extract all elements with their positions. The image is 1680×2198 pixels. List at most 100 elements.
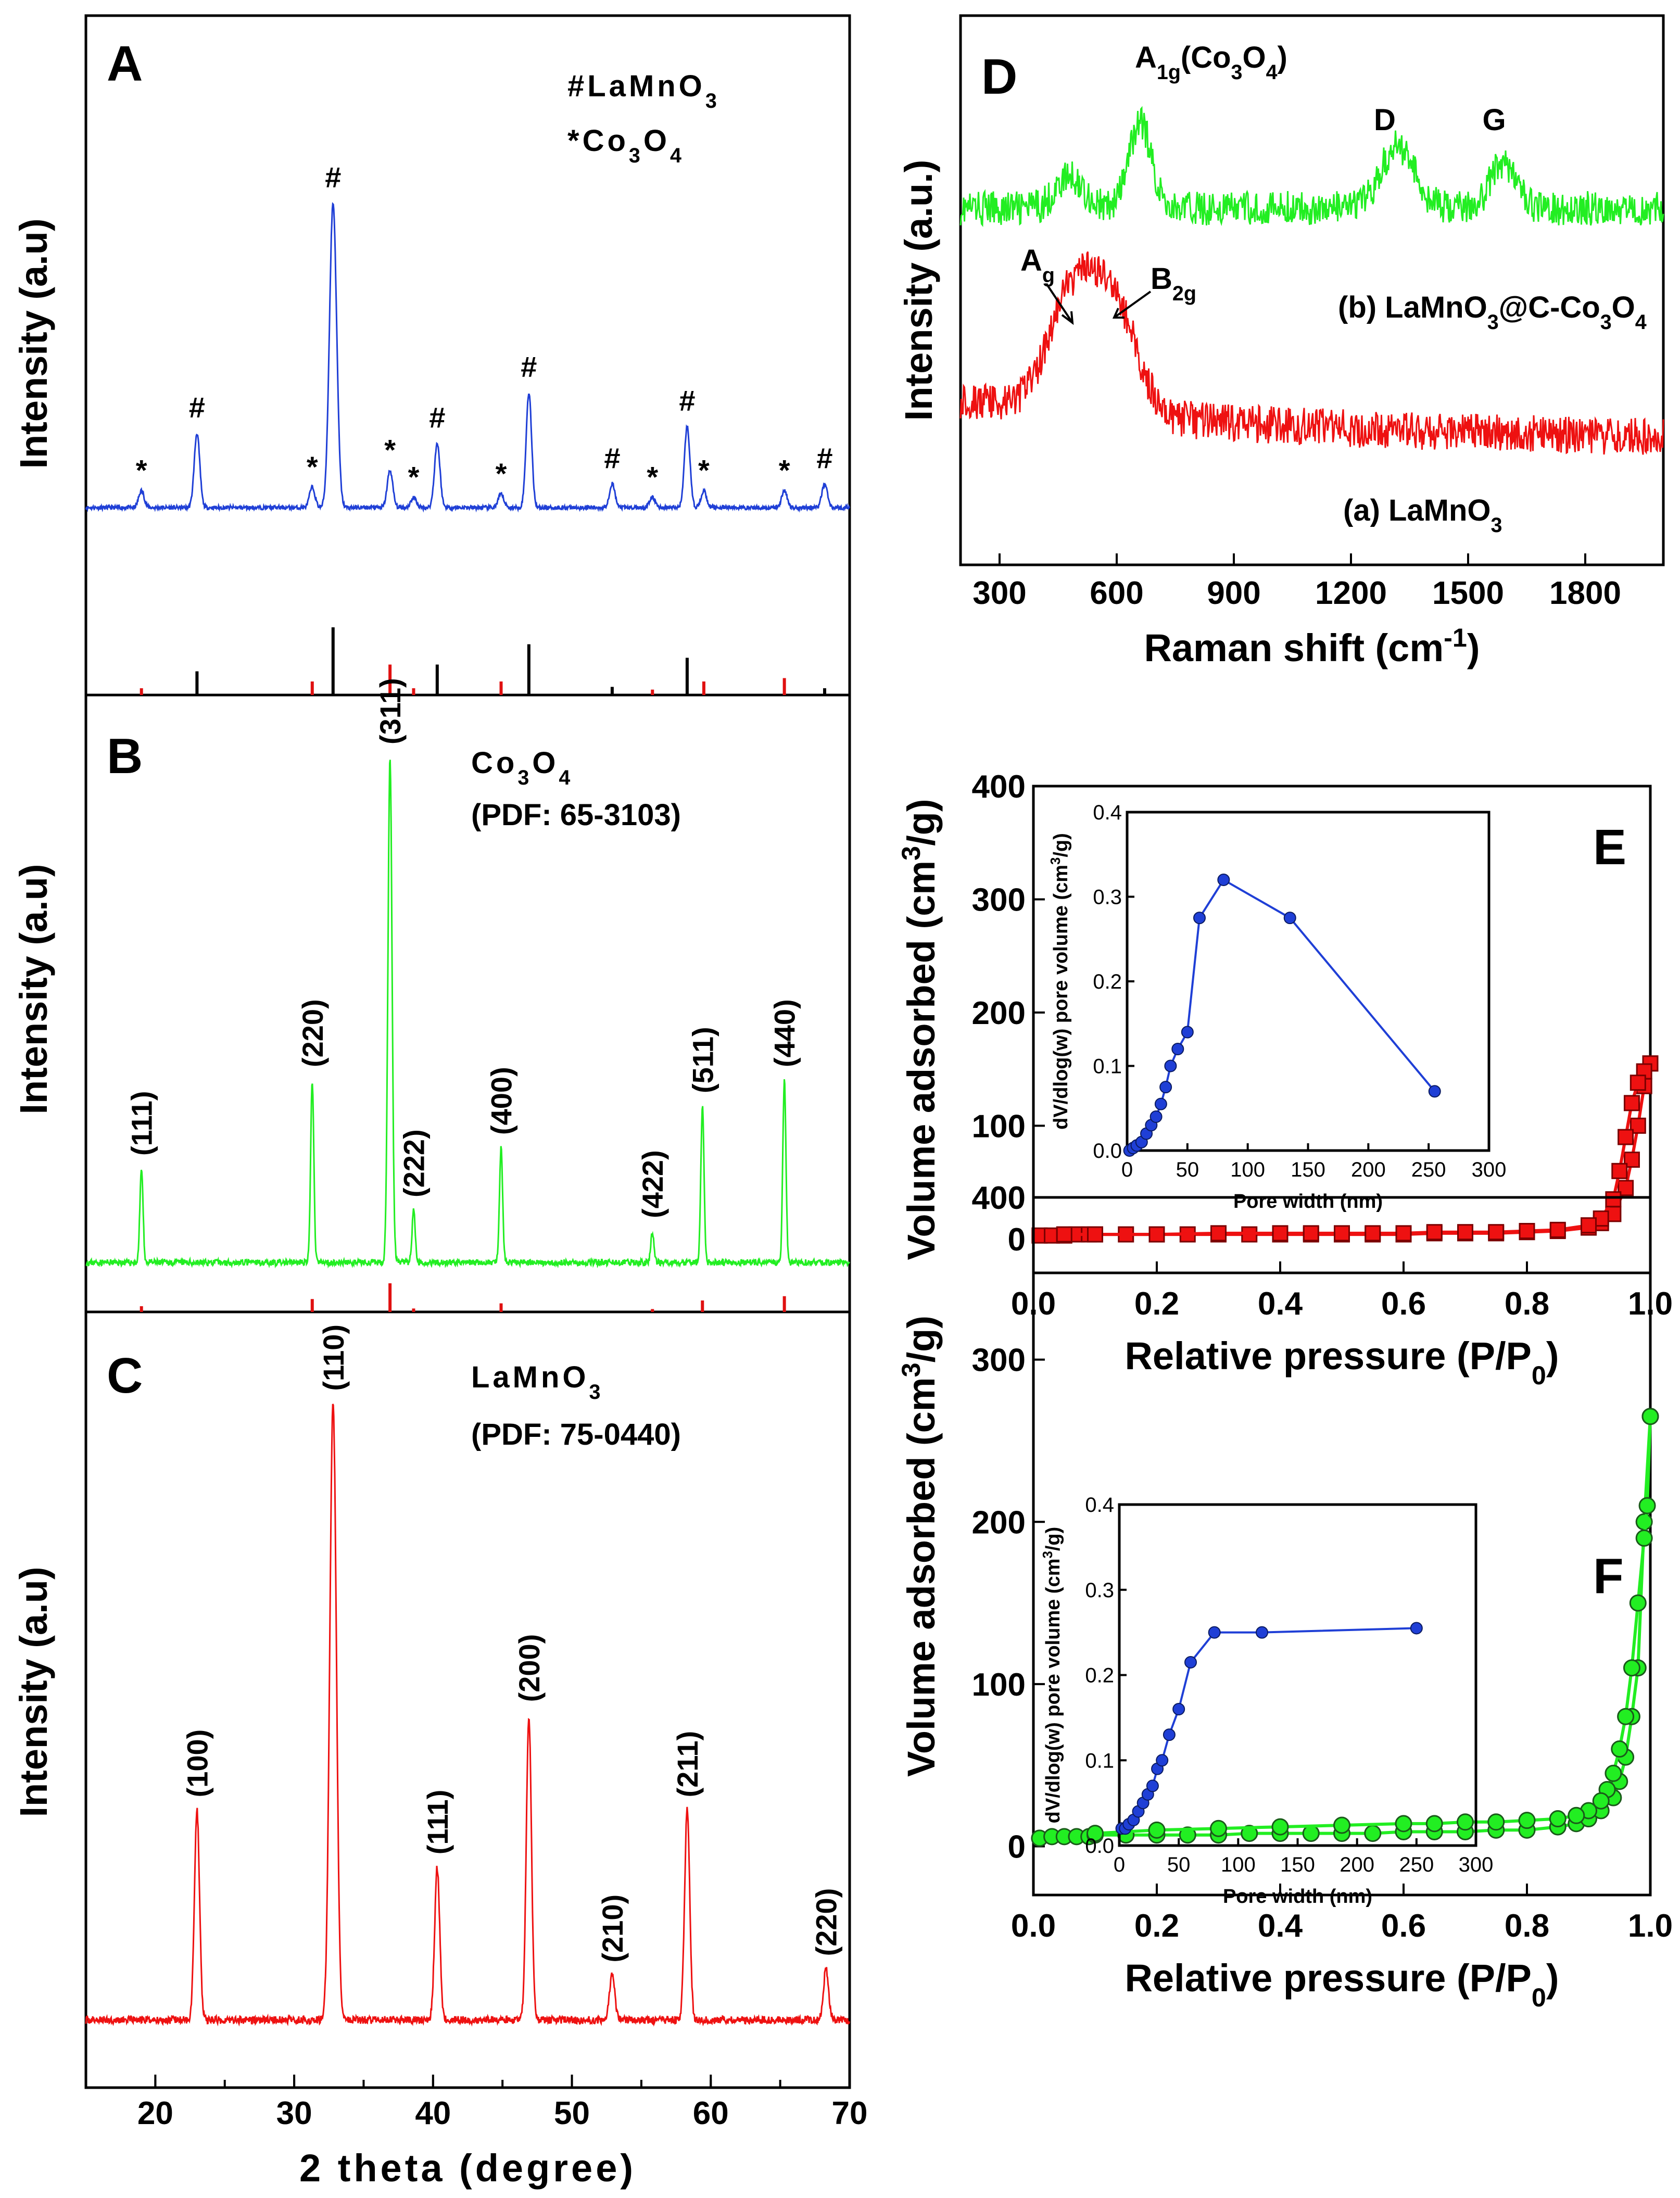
- panel-F-inset-ytick-label: 0.3: [1085, 1579, 1114, 1602]
- panel-F-inset-ytick-label: 0.1: [1085, 1749, 1114, 1772]
- panel-F-adsorption-point: [1364, 1825, 1382, 1842]
- panel-F-xtick-label: 0.6: [1381, 1908, 1426, 1944]
- panel-E-desorption-point: [1210, 1225, 1227, 1242]
- panel-B-peak-label: (311): [374, 678, 407, 744]
- panel-F-inset-xtick-label: 300: [1459, 1853, 1494, 1876]
- panel-C-peak-label: (100): [181, 1729, 213, 1798]
- panel-D-xtick-label: 600: [1090, 575, 1143, 611]
- panel-F-ylabel-part: Volume adsorbed (cm: [900, 1377, 943, 1777]
- panel-E-ylabel-part: 3: [896, 846, 926, 861]
- panel-A-legend-co3o4-part: *Co: [567, 124, 629, 158]
- panel-D-xlabel: Raman shift (cm-1): [1144, 623, 1480, 670]
- panel-E-desorption-point: [1605, 1191, 1622, 1208]
- panel-C-title-part: LaMnO: [471, 1360, 589, 1394]
- panel-F-desorption-point: [1592, 1792, 1610, 1810]
- panel-F-desorption-point: [1629, 1594, 1647, 1612]
- panel-A-legend-co3o4: *Co3O4: [567, 124, 685, 167]
- panel-F-ytick-label: 0: [1008, 1829, 1026, 1865]
- panel-F-inset-point: [1208, 1626, 1221, 1639]
- panel-F-desorption-point: [1617, 1708, 1635, 1725]
- panel-D-xtick-label: 900: [1207, 575, 1260, 611]
- panel-B-title-part: 4: [559, 766, 573, 789]
- panel-E-inset-point: [1154, 1097, 1167, 1110]
- panel-A-ylabel: Intensity (a.u): [12, 218, 55, 469]
- panel-E-desorption-point: [1365, 1225, 1381, 1242]
- panel-B-title-part: Co: [471, 746, 517, 780]
- panel-E-desorption-point: [1334, 1225, 1350, 1242]
- panel-F-ytick-label: 400: [972, 1180, 1026, 1216]
- panel-E-inset-point: [1181, 1026, 1194, 1039]
- panel-F-inset-point: [1410, 1622, 1423, 1635]
- panel-E-xtick-label: 0.8: [1505, 1286, 1549, 1322]
- panel-F-desorption-point: [1635, 1529, 1653, 1547]
- panel-F-desorption-point: [1549, 1810, 1567, 1828]
- panel-F-ytick-label: 300: [972, 1343, 1026, 1379]
- panel-E-inset-ytick-label: 0.3: [1093, 886, 1122, 909]
- panel-E-desorption-point: [1148, 1226, 1165, 1243]
- panel-E-desorption-point: [1272, 1225, 1289, 1242]
- panel-E-inset-xtick-label: 300: [1472, 1158, 1507, 1181]
- panel-B-peak-label: (511): [686, 1027, 719, 1093]
- panel-E-desorption-point: [1630, 1075, 1646, 1091]
- panel-F-inset-point: [1146, 1779, 1159, 1792]
- panel-B-peak-label: (222): [397, 1129, 430, 1197]
- panel-D-annotation-g: G: [1482, 103, 1506, 137]
- panel-C-series-line: [85, 1404, 851, 2027]
- panel-B-peak-label: (400): [485, 1067, 518, 1135]
- panel-A-peak-marker: *: [136, 454, 147, 487]
- panel-F-desorption-point: [1333, 1816, 1350, 1834]
- panel-E-desorption-point: [1549, 1221, 1566, 1238]
- panel-A-legend-lamno3-part: 3: [705, 90, 720, 112]
- panel-E-inset-ytick-label: 0.1: [1093, 1055, 1122, 1078]
- panel-D-annotation-ag: Ag: [1020, 244, 1055, 287]
- panel-F-desorption-point: [1518, 1812, 1536, 1829]
- panel-D-legend-b-part: @C-Co: [1499, 290, 1600, 324]
- panel-D-annotation-a1g-part: 1g: [1157, 61, 1181, 84]
- panel-D-annotation-ag-part: A: [1020, 244, 1042, 277]
- panel-D-legend-a-part: 3: [1491, 514, 1502, 537]
- panel-F-inset-xtick-label: 200: [1340, 1853, 1374, 1876]
- panel-F-desorption-point: [1487, 1813, 1505, 1831]
- panel-C-xtick-label: 30: [276, 2095, 312, 2131]
- panel-F-ylabel-part: /g): [900, 1316, 943, 1362]
- panel-E-inset-xtick-label: 50: [1176, 1158, 1199, 1181]
- panel-E-inset-ylabel-part: /g): [1050, 833, 1072, 857]
- panel-F-xlabel-part: 0: [1532, 1982, 1546, 2012]
- panel-C-peak-label: (211): [671, 1731, 704, 1798]
- panel-F-inset-point: [1172, 1703, 1185, 1715]
- panel-F-xlabel: Relative pressure (P/P0): [1125, 1956, 1559, 2012]
- panel-F-inset-ylabel-part: dV/dlog(w) pore volume (cm: [1042, 1559, 1064, 1824]
- panel-F-desorption-point: [1605, 1764, 1622, 1782]
- panel-E-inset-ytick-label: 0.0: [1093, 1140, 1122, 1163]
- panel-B-peak-label: (220): [296, 999, 329, 1067]
- panel-E-desorption-point: [1303, 1225, 1319, 1242]
- panel-F-desorption-point: [1395, 1815, 1412, 1833]
- panel-E-desorption-point: [1056, 1226, 1072, 1243]
- panel-E-inset-xtick-label: 250: [1411, 1158, 1446, 1181]
- panel-A-peak-marker: *: [307, 450, 318, 483]
- panel-D-xtick-label: 1200: [1315, 575, 1387, 611]
- panel-A-legend-lamno3: #LaMnO3: [567, 69, 720, 112]
- panel-B-series-line: [85, 760, 850, 1269]
- panel-D-annotation-b2g: B2g: [1151, 262, 1196, 305]
- panel-A-peak-marker: #: [816, 442, 832, 475]
- panel-C-peak-label: (110): [317, 1324, 350, 1391]
- panel-D-annotation-b2g-part: 2g: [1172, 282, 1196, 305]
- panel-D-arrow-ag: [1045, 283, 1074, 325]
- panel-E-xtick-label: 0.4: [1258, 1286, 1303, 1322]
- panel-E-inset-point: [1150, 1110, 1163, 1123]
- panel-D-xlabel-part: Raman shift (cm: [1144, 626, 1444, 669]
- panel-C-xtick-label: 40: [415, 2095, 451, 2131]
- panel-D-ylabel: Intensity (a.u.): [897, 160, 940, 421]
- panel-C-ylabel: Intensity (a.u): [12, 1567, 55, 1817]
- panel-F-xtick-label: 0.2: [1134, 1908, 1179, 1944]
- panel-C-xlabel: 2 theta (degree): [299, 2146, 636, 2190]
- panel-F-desorption-point: [1568, 1807, 1585, 1824]
- panel-D-xtick-label: 1500: [1432, 575, 1504, 611]
- panel-E-inset-ylabel-part: dV/dlog(w) pore volume (cm: [1050, 865, 1072, 1130]
- panel-E-ylabel-part: Volume adsorbed (cm: [900, 861, 943, 1260]
- panel-D-legend-b: (b) LaMnO3@C-Co3O4: [1338, 290, 1647, 334]
- panel-D-legend-b-part: 3: [1600, 311, 1612, 334]
- panel-E-inset-xtick-label: 100: [1230, 1158, 1265, 1181]
- panel-A-peak-marker: *: [698, 454, 710, 487]
